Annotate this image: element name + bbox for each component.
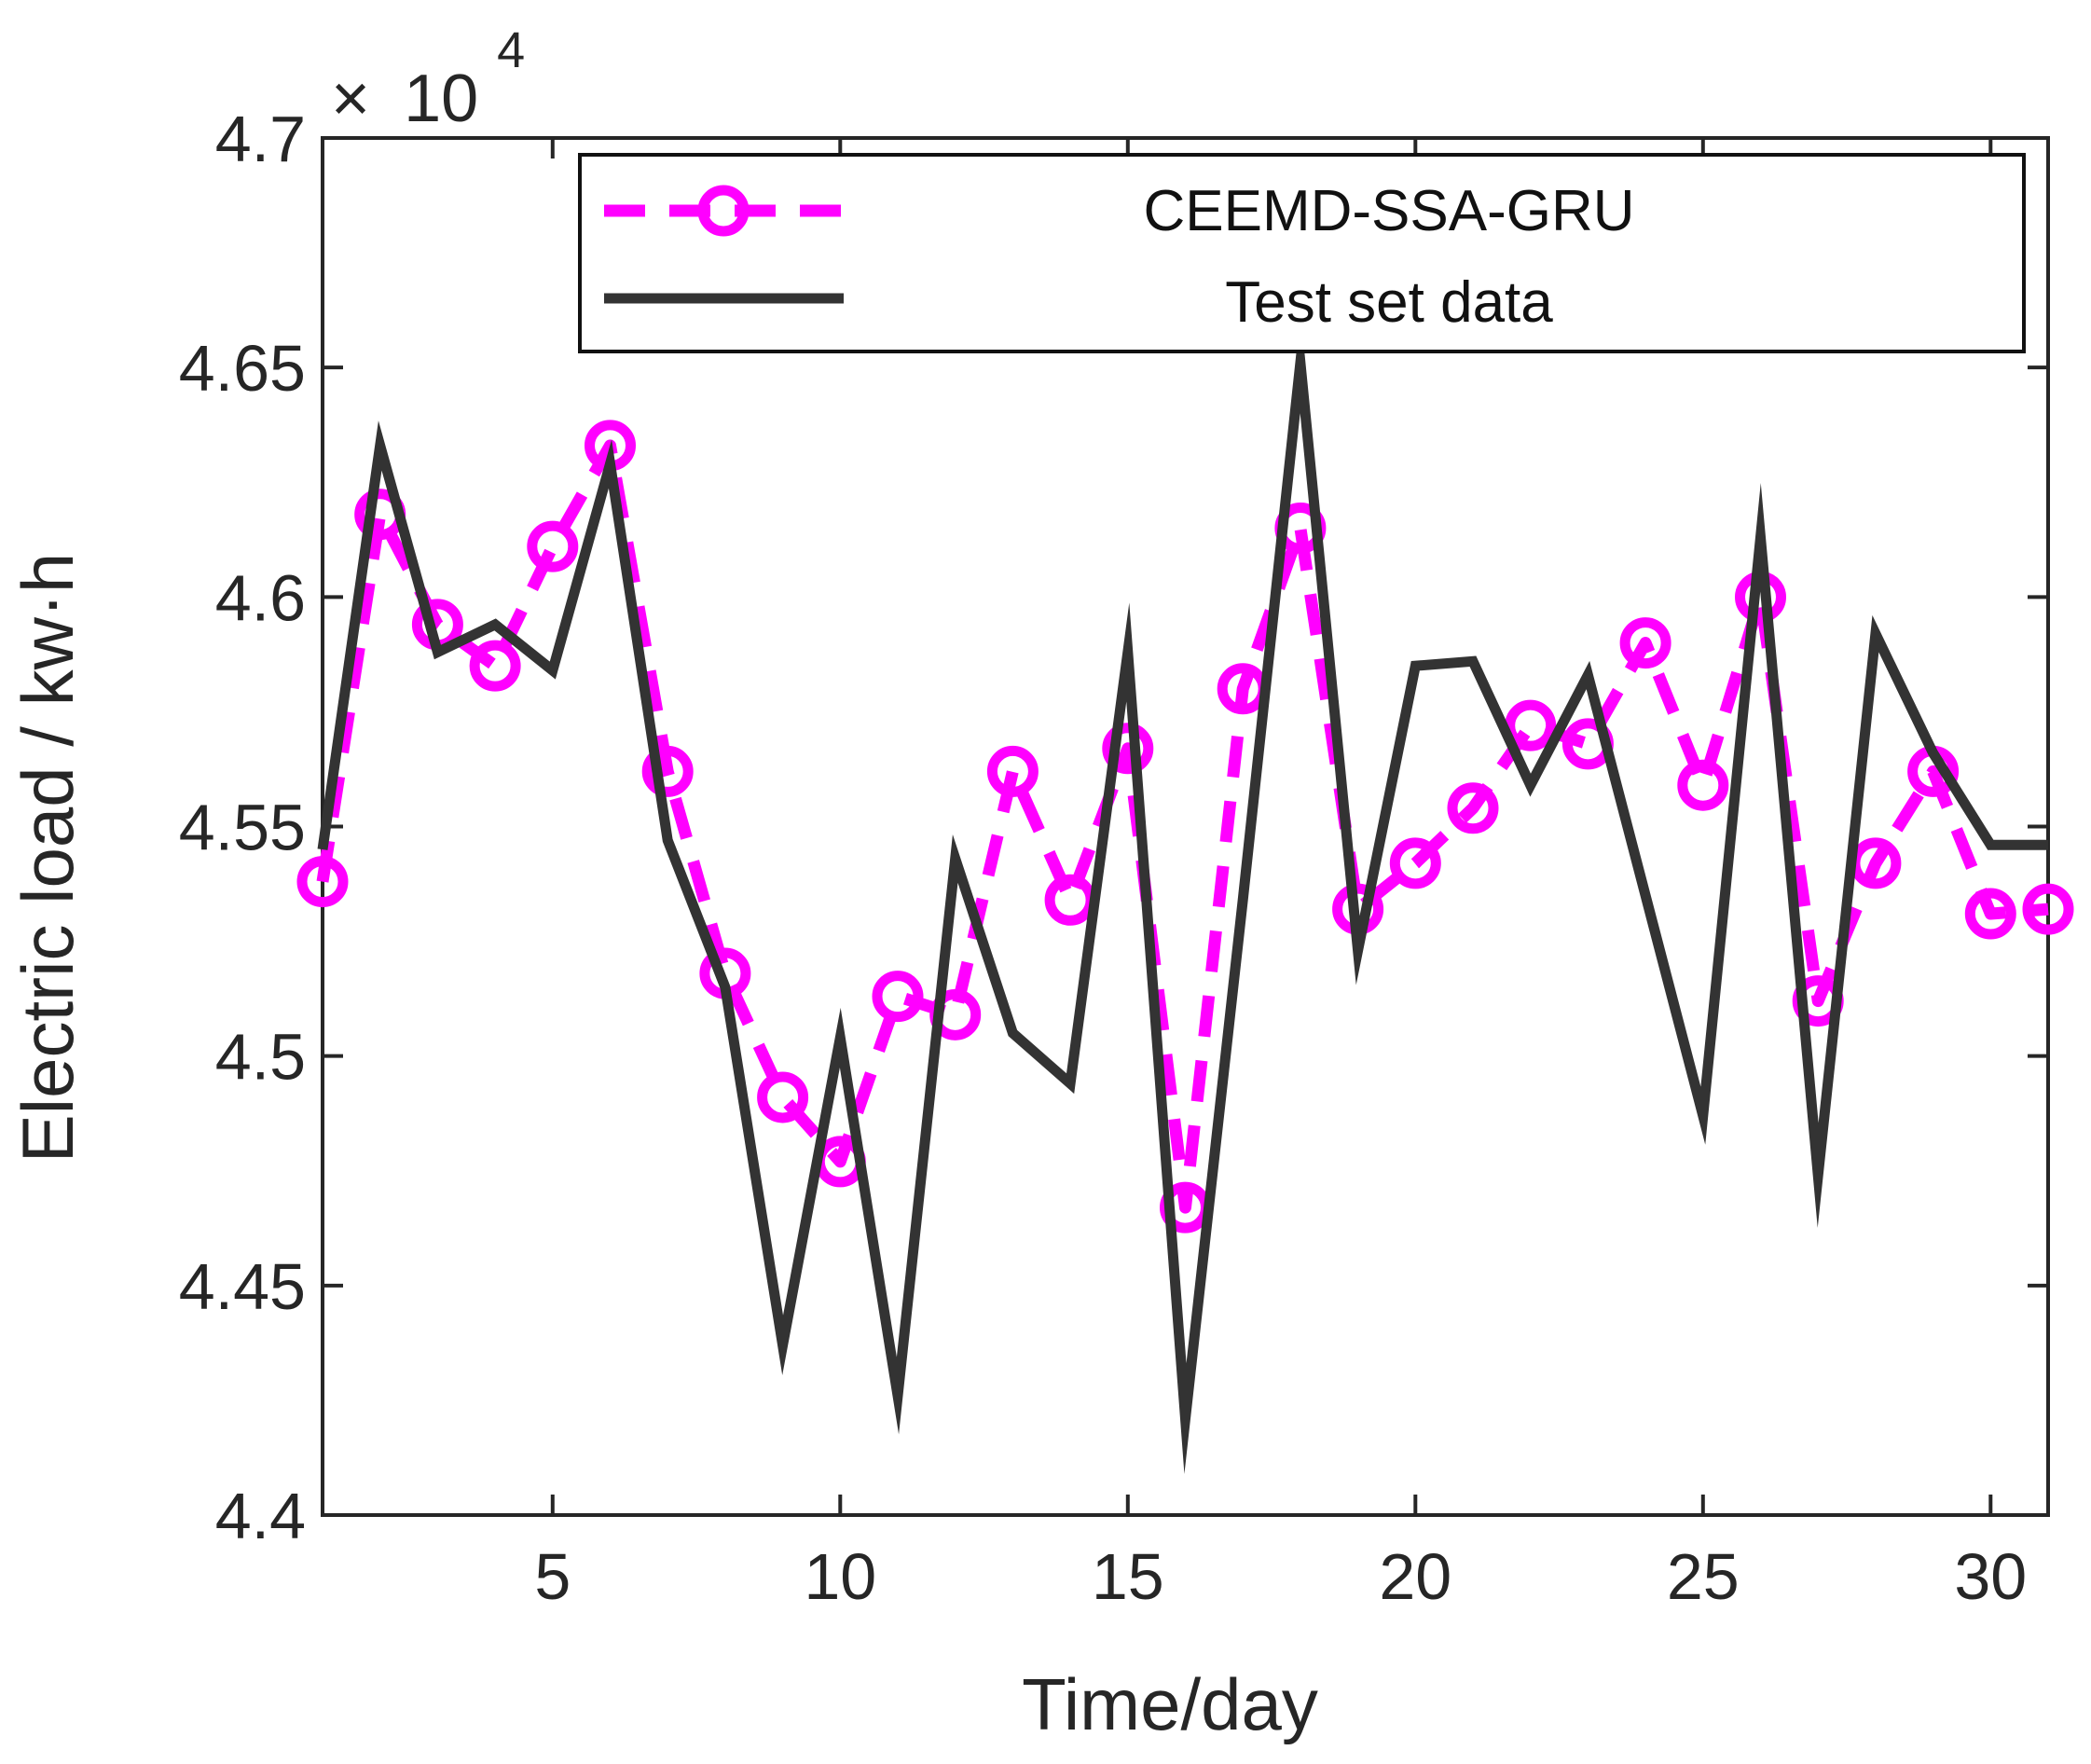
data-point-ceemd-ssa-gru [757, 1071, 809, 1123]
data-point-ceemd-ssa-gru [872, 971, 924, 1023]
x-tick-label: 10 [804, 1540, 876, 1613]
x-tick-label: 20 [1379, 1540, 1451, 1613]
y-tick-label: 4.45 [179, 1250, 306, 1323]
series-layer [296, 312, 2074, 1475]
y-tick-label: 4.6 [215, 561, 306, 634]
y-axis-multiplier: × 10 4 [331, 22, 525, 136]
data-point-ceemd-ssa-gru [296, 856, 349, 908]
data-point-ceemd-ssa-gru [1619, 617, 1671, 669]
y-tick-label: 4.7 [215, 103, 306, 175]
y-multiplier-base: 10 [404, 62, 478, 136]
series-line-test-set-data [317, 312, 2048, 1475]
data-point-ceemd-ssa-gru [641, 745, 694, 797]
x-tick-label: 5 [534, 1540, 571, 1613]
y-multiplier-exponent: 4 [497, 22, 525, 78]
legend-label-ceemd-ssa-gru: CEEMD-SSA-GRU [1143, 179, 1634, 243]
data-point-ceemd-ssa-gru [1677, 759, 1729, 811]
x-tick-label: 30 [1954, 1540, 2027, 1613]
data-point-ceemd-ssa-gru [469, 640, 521, 692]
data-point-ceemd-ssa-gru [1505, 699, 1557, 751]
data-point-ceemd-ssa-gru [1964, 888, 2016, 940]
data-point-ceemd-ssa-gru [986, 745, 1039, 797]
x-tick-label: 15 [1092, 1540, 1164, 1613]
y-tick-label: 4.4 [215, 1480, 306, 1552]
axis-ticks [323, 136, 2048, 1517]
data-point-ceemd-ssa-gru [1389, 837, 1441, 889]
data-point-ceemd-ssa-gru [527, 520, 579, 572]
x-tick-label: 25 [1667, 1540, 1740, 1613]
x-axis-label: Time/day [1022, 1663, 1318, 1745]
legend-label-test-set-data: Test set data [1225, 270, 1553, 335]
legend-box [578, 153, 2026, 353]
y-axis-label: Electric load / kw·h [7, 553, 89, 1164]
y-multiplier-times: × [331, 62, 370, 136]
legend-marker-ceemd-ssa-gru [697, 185, 750, 237]
y-tick-label: 4.55 [179, 792, 306, 864]
y-tick-label: 4.65 [179, 332, 306, 405]
y-tick-label: 4.5 [215, 1021, 306, 1094]
legend: CEEMD-SSA-GRU Test set data [578, 153, 2026, 353]
data-point-ceemd-ssa-gru [1447, 782, 1499, 834]
tick-labels: 5 10 15 20 25 30 4.4 4.45 4.5 4.55 4.6 4.65 4.7 [179, 103, 2027, 1613]
data-point-ceemd-ssa-gru [2022, 883, 2074, 935]
data-point-ceemd-ssa-gru [1102, 723, 1154, 775]
